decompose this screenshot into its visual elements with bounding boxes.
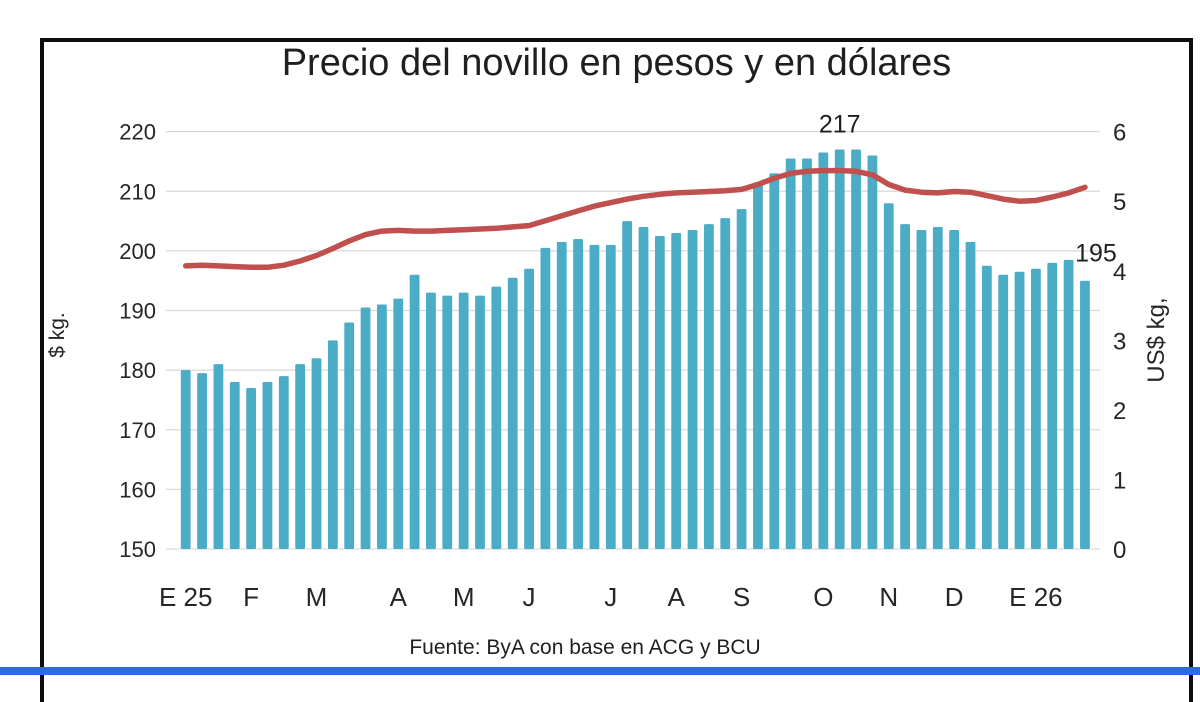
bar-week-13 (377, 304, 387, 549)
right-tick-1: 1 (1113, 467, 1126, 494)
bar-week-43 (867, 155, 878, 549)
bar-week-22 (524, 268, 534, 549)
bar-week-34 (720, 218, 731, 549)
bar-week-8 (295, 364, 306, 549)
x-label-N: N (879, 582, 898, 612)
bar-week-42 (851, 149, 861, 549)
bar-week-31 (671, 233, 682, 550)
bar-week-54 (1047, 262, 1058, 549)
bar-week-16 (426, 292, 436, 549)
left-tick-160: 160 (119, 477, 156, 502)
bar-week-52 (1014, 271, 1025, 549)
left-tick-170: 170 (119, 418, 156, 443)
bar-week-6 (262, 382, 273, 549)
x-label-D: D (945, 582, 964, 612)
bar-week-15 (409, 274, 420, 549)
bar-week-19 (475, 295, 485, 549)
data-label-195: 195 (1075, 240, 1117, 268)
bar-week-56 (1080, 280, 1090, 549)
left-tick-180: 180 (119, 358, 156, 383)
bar-week-17 (442, 295, 453, 549)
bar-week-7 (278, 376, 289, 549)
left-tick-220: 220 (119, 120, 156, 145)
left-axis-title: $ kg. (46, 312, 69, 358)
x-label-A: A (390, 582, 408, 612)
right-tick-5: 5 (1113, 189, 1126, 216)
x-label-O: O (813, 582, 833, 612)
bar-week-29 (638, 227, 649, 549)
bar-week-47 (932, 227, 943, 549)
bar-week-20 (491, 286, 502, 549)
bar-week-53 (1031, 268, 1041, 549)
bar-week-10 (327, 340, 338, 549)
right-tick-4: 4 (1113, 259, 1126, 286)
bar-week-35 (736, 209, 747, 550)
source-caption: Fuente: ByA con base en ACG y BCU (409, 636, 761, 659)
bar-week-33 (704, 224, 714, 549)
bar-week-40 (818, 152, 829, 549)
bar-week-3 (213, 364, 224, 549)
x-label-A: A (668, 582, 686, 612)
bar-week-55 (1063, 259, 1074, 549)
usd-line (182, 167, 1088, 271)
left-tick-210: 210 (119, 179, 156, 204)
bar-week-9 (311, 358, 322, 549)
data-label-217: 217 (819, 111, 861, 139)
bar-week-18 (458, 292, 469, 549)
left-tick-150: 150 (119, 537, 156, 562)
bar-week-28 (622, 221, 633, 549)
bar-week-24 (556, 241, 567, 549)
bar-week-27 (605, 244, 616, 549)
bar-week-39 (802, 158, 812, 549)
x-label-J: J (523, 582, 536, 612)
bar-week-49 (965, 241, 976, 549)
bar-week-11 (344, 322, 355, 549)
bar-week-14 (393, 298, 404, 549)
bar-week-12 (360, 307, 371, 549)
right-tick-2: 2 (1113, 398, 1126, 425)
bar-week-1 (180, 370, 191, 549)
right-tick-0: 0 (1113, 537, 1126, 564)
right-tick-6: 6 (1113, 120, 1126, 147)
bar-week-36 (753, 182, 763, 549)
x-label-J: J (604, 582, 617, 612)
bar-week-38 (785, 158, 796, 549)
bar-week-26 (589, 244, 600, 549)
bar-week-45 (900, 224, 910, 549)
x-label-S: S (733, 582, 750, 612)
bar-week-2 (197, 373, 207, 549)
bar-week-4 (229, 382, 240, 549)
bar-week-32 (687, 230, 698, 549)
bar-week-25 (573, 238, 583, 549)
bar-week-23 (540, 247, 551, 549)
x-label-M: M (306, 582, 328, 612)
bar-week-51 (998, 274, 1009, 549)
bar-week-5 (246, 388, 256, 549)
left-tick-200: 200 (119, 239, 156, 264)
bar-week-30 (654, 235, 665, 550)
bottom-blue-strip (0, 667, 1200, 675)
bar-week-46 (916, 230, 927, 549)
chart-title: Precio del novillo en pesos y en dólares (281, 42, 952, 84)
x-label-E25: E 25 (159, 582, 213, 612)
left-tick-190: 190 (119, 299, 156, 324)
bar-week-21 (507, 277, 518, 549)
bar-week-48 (949, 230, 960, 549)
bar-week-44 (883, 203, 894, 549)
bar-week-41 (834, 149, 845, 549)
right-axis-title: US$ kg, (1143, 297, 1170, 383)
x-label-E26: E 26 (1009, 582, 1063, 612)
right-tick-3: 3 (1113, 328, 1126, 355)
x-label-F: F (243, 582, 259, 612)
x-label-M: M (453, 582, 475, 612)
bar-week-50 (981, 265, 992, 549)
bar-week-37 (769, 173, 780, 549)
